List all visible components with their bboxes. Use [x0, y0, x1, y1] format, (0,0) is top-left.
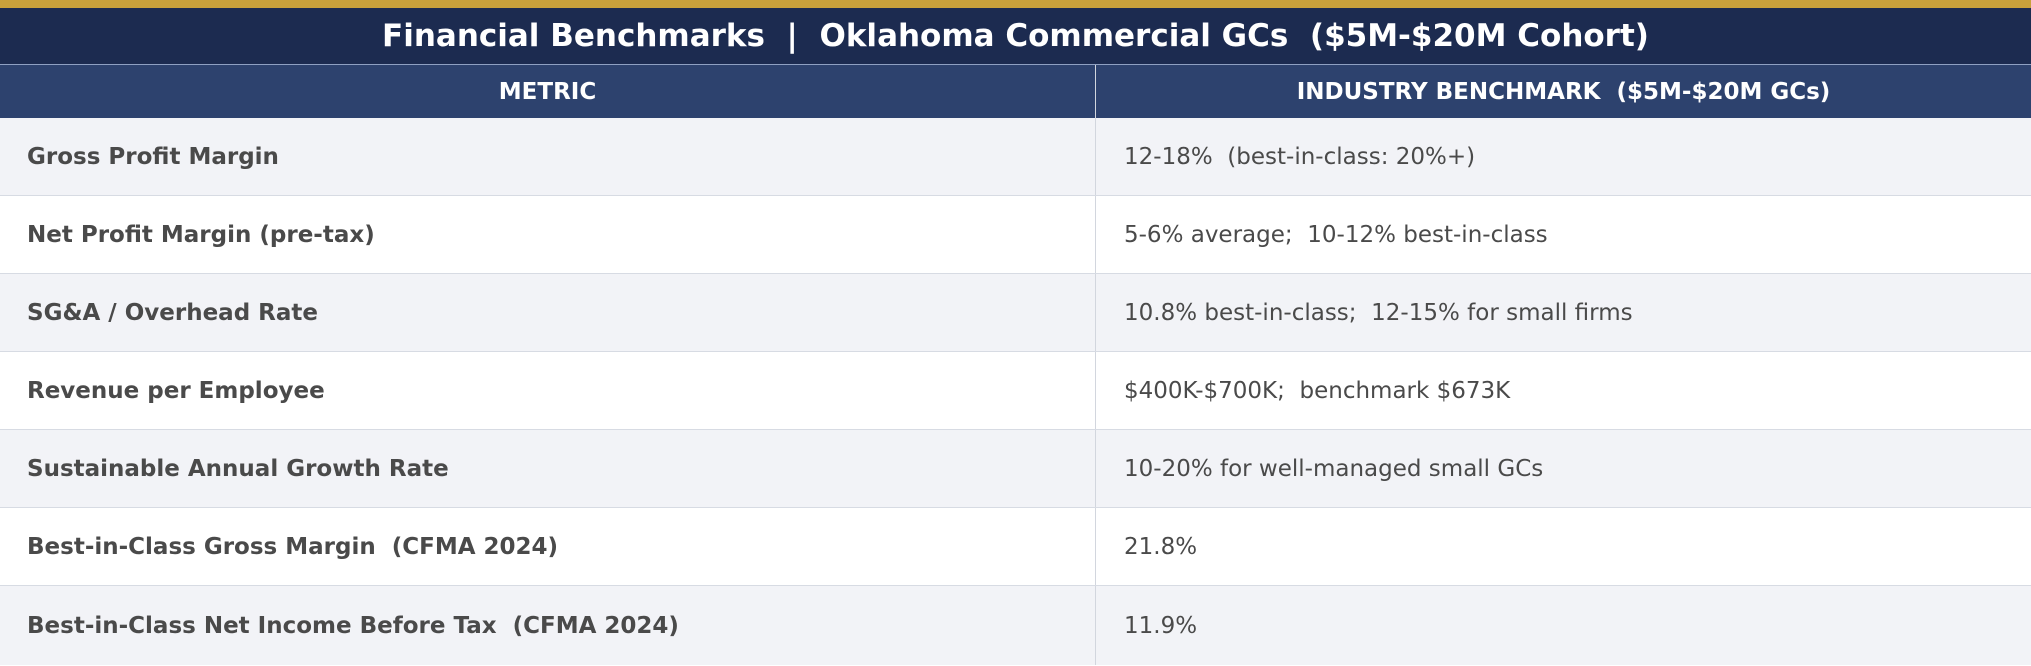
- header-row: METRIC INDUSTRY BENCHMARK ($5M-$20M GCs): [0, 65, 2031, 118]
- table-body: Gross Profit Margin 12-18% (best-in-clas…: [0, 118, 2031, 665]
- table-row: Revenue per Employee $400K-$700K; benchm…: [0, 352, 2031, 430]
- column-header-metric: METRIC: [0, 65, 1096, 118]
- accent-bar: [0, 0, 2031, 8]
- benchmark-cell: 11.9%: [1124, 612, 1198, 639]
- metric-cell: SG&A / Overhead Rate: [0, 274, 1096, 351]
- table-row: Best-in-Class Net Income Before Tax (CFM…: [0, 586, 2031, 665]
- benchmark-cell: 10.8% best-in-class; 12-15% for small fi…: [1124, 299, 1633, 326]
- metric-cell: Net Profit Margin (pre-tax): [0, 196, 1096, 273]
- benchmark-cell: 12-18% (best-in-class: 20%+): [1124, 143, 1476, 170]
- table-row: Best-in-Class Gross Margin (CFMA 2024) 2…: [0, 508, 2031, 586]
- table-row: SG&A / Overhead Rate 10.8% best-in-class…: [0, 274, 2031, 352]
- table-title: Financial Benchmarks | Oklahoma Commerci…: [382, 18, 1649, 54]
- metric-cell: Best-in-Class Gross Margin (CFMA 2024): [0, 508, 1096, 585]
- title-bar: Financial Benchmarks | Oklahoma Commerci…: [0, 8, 2031, 65]
- column-header-benchmark: INDUSTRY BENCHMARK ($5M-$20M GCs): [1296, 78, 1831, 105]
- benchmark-cell: $400K-$700K; benchmark $673K: [1124, 377, 1511, 404]
- benchmark-cell: 5-6% average; 10-12% best-in-class: [1124, 221, 1548, 248]
- metric-cell: Best-in-Class Net Income Before Tax (CFM…: [0, 586, 1096, 665]
- benchmark-cell: 21.8%: [1124, 533, 1198, 560]
- table-row: Sustainable Annual Growth Rate 10-20% fo…: [0, 430, 2031, 508]
- metric-cell: Sustainable Annual Growth Rate: [0, 430, 1096, 507]
- metric-cell: Revenue per Employee: [0, 352, 1096, 429]
- table-row: Net Profit Margin (pre-tax) 5-6% average…: [0, 196, 2031, 274]
- benchmark-cell: 10-20% for well-managed small GCs: [1124, 455, 1544, 482]
- table-row: Gross Profit Margin 12-18% (best-in-clas…: [0, 118, 2031, 196]
- metric-cell: Gross Profit Margin: [0, 118, 1096, 195]
